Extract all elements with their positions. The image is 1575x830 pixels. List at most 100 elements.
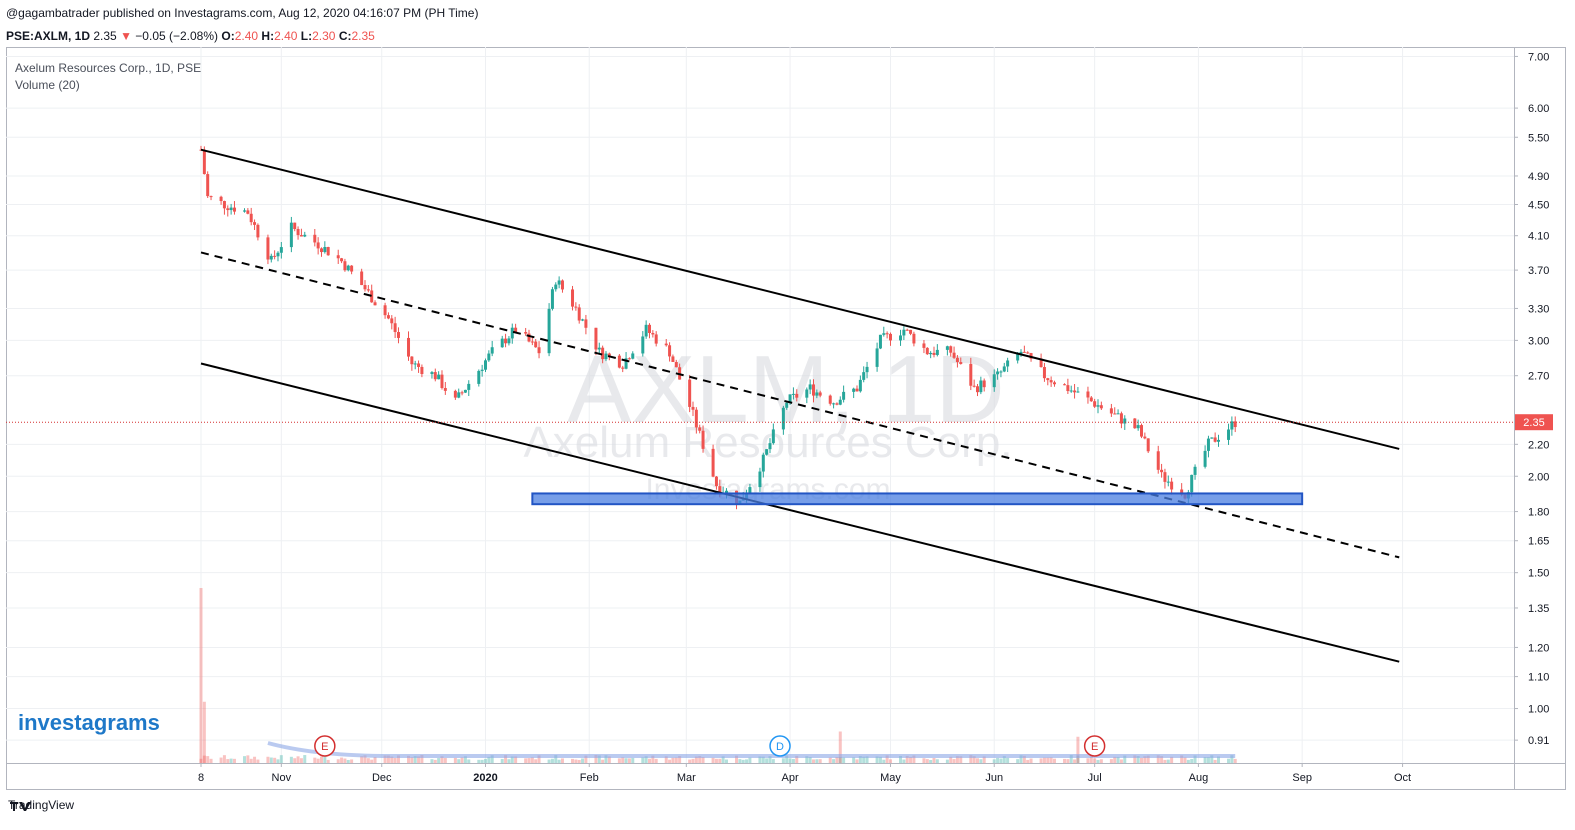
candle-body (1146, 438, 1150, 452)
candle-body (594, 327, 598, 350)
volume-spike (1076, 736, 1080, 763)
candle-body (935, 349, 939, 355)
volume-bar (932, 757, 936, 763)
candle-body (668, 345, 672, 357)
candle-body (604, 353, 608, 360)
volume-bar (323, 755, 327, 763)
volume-bar (524, 758, 528, 763)
y-tick-label: 2.70 (1528, 371, 1549, 383)
volume-bar (691, 758, 695, 763)
price-chart-svg[interactable]: 7.00 6.00 5.50 4.90 4.50 4.10 3.70 3.30 3.00 2.70… (6, 47, 1566, 790)
y-tick-label: 4.10 (1528, 231, 1549, 243)
legend-indicator: Volume (20) (15, 78, 80, 92)
candle-body (296, 229, 300, 236)
volume-bar (664, 756, 668, 763)
volume-bar (674, 757, 678, 763)
volume-bar (483, 758, 487, 763)
candle-body (323, 247, 327, 253)
candle-body (1063, 384, 1067, 386)
volume-bar (899, 755, 903, 763)
down-arrow-icon: ▼ (120, 29, 132, 43)
candle-body (1193, 466, 1197, 475)
candle-body (490, 347, 494, 354)
volume-bar (467, 759, 471, 763)
candle-body (771, 429, 775, 444)
volume-bar (771, 759, 775, 763)
candle-body (651, 332, 655, 335)
candle-body (647, 324, 651, 333)
candle-body (624, 358, 628, 369)
candle-body (253, 222, 257, 225)
candle-body (386, 315, 390, 319)
candle-body (313, 234, 317, 243)
last-price-tag-label: 2.35 (1523, 417, 1544, 429)
candle-body (463, 389, 467, 393)
candle-body (293, 222, 297, 230)
candle-body (972, 385, 976, 387)
candle-body (597, 347, 601, 350)
candle-body (1166, 481, 1170, 483)
candle-body (808, 384, 812, 390)
volume-bar (547, 759, 551, 763)
last-price: 2.35 (93, 29, 117, 43)
volume-bar (999, 758, 1003, 763)
candle-body (584, 319, 588, 328)
volume-bar (604, 755, 608, 763)
candle-body (336, 255, 340, 259)
volume-bar (209, 758, 213, 763)
candle-body (855, 388, 859, 392)
candle-body (1006, 360, 1010, 367)
candle-body (1233, 421, 1237, 428)
volume-bar (969, 755, 973, 763)
candle-body (748, 487, 752, 494)
volume-bar (443, 758, 447, 763)
volume-bar (1042, 757, 1046, 763)
candle-body (788, 394, 792, 403)
candle-body (714, 476, 718, 487)
candle-body (815, 392, 819, 396)
volume-bar (979, 759, 983, 763)
volume-bar (1227, 758, 1231, 763)
volume-bar (761, 756, 765, 763)
volume-bar (256, 759, 260, 763)
volume-bar (617, 758, 621, 763)
volume-bar (855, 759, 859, 763)
x-tick-label: Apr (782, 772, 799, 784)
volume-bar (527, 758, 531, 763)
candle-body (674, 362, 678, 368)
x-tick-label: 2020 (473, 772, 497, 784)
candle-body (407, 337, 411, 357)
candle-body (1156, 451, 1160, 470)
volume-bar (976, 758, 980, 763)
volume-bar (510, 756, 514, 763)
candle-body (976, 386, 980, 393)
channel-upper-line (200, 148, 1400, 450)
volume-bar (885, 755, 889, 763)
volume-bar (557, 759, 561, 763)
volume-bar (1193, 755, 1197, 763)
candle-body (222, 201, 226, 209)
volume-bar (350, 759, 354, 763)
volume-bar (1119, 759, 1123, 763)
candle-body (654, 334, 658, 344)
candle-body (527, 333, 531, 342)
volume-bar (313, 757, 317, 763)
volume-bar (219, 757, 223, 763)
candle-body (1109, 408, 1113, 414)
volume-bar (232, 758, 236, 763)
candle-body (641, 336, 645, 354)
volume-bar (594, 755, 598, 763)
candle-body (601, 347, 605, 360)
chart-area[interactable]: 7.00 6.00 5.50 4.90 4.50 4.10 3.70 3.30 3.00 2.70… (6, 47, 1566, 790)
candle-body (969, 363, 973, 386)
x-tick-label: Feb (580, 772, 599, 784)
candle-body (1116, 413, 1120, 415)
candle-body (202, 149, 206, 175)
open-label: O: (221, 29, 235, 43)
volume-bar (319, 756, 323, 763)
candle-body (761, 454, 765, 472)
candle-body (905, 329, 909, 331)
candle-body (1046, 378, 1050, 381)
x-tick-label: Jul (1088, 772, 1102, 784)
candle-body (413, 363, 417, 365)
